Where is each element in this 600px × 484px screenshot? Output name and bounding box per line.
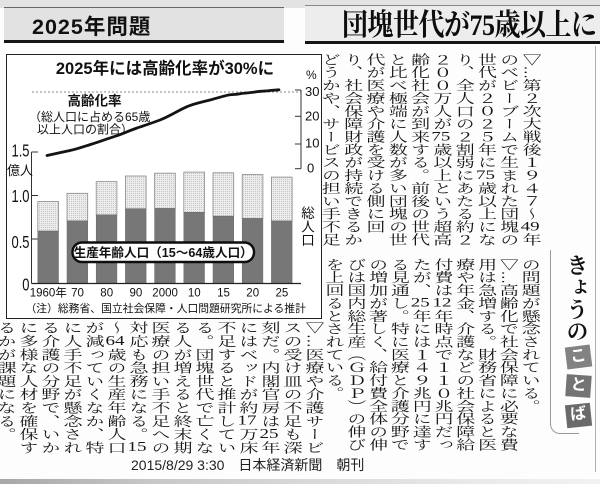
svg-text:（注）総務省、国立社会保障・人口問題研究所による推計: （注）総務省、国立社会保障・人口問題研究所による推計 <box>26 301 307 315</box>
svg-text:0.5: 0.5 <box>11 233 29 253</box>
svg-text:20: 20 <box>305 109 319 124</box>
svg-text:90: 90 <box>130 288 143 300</box>
svg-text:0: 0 <box>22 276 29 296</box>
svg-text:15: 15 <box>217 288 230 300</box>
svg-text:25: 25 <box>276 288 289 300</box>
svg-text:2025年には高齢化率が30%に: 2025年には高齢化率が30%に <box>56 58 274 78</box>
svg-text:30: 30 <box>305 84 319 99</box>
svg-text:高齢化率: 高齢化率 <box>68 93 122 109</box>
svg-text:総: 総 <box>301 206 315 221</box>
svg-text:0: 0 <box>307 161 314 176</box>
svg-text:生産年齢人口（15～64歳人口）: 生産年齢人口（15～64歳人口） <box>74 245 253 260</box>
svg-text:人: 人 <box>301 220 315 235</box>
svg-text:1.5: 1.5 <box>11 142 29 162</box>
svg-text:（総人口に占める65歳: （総人口に占める65歳 <box>29 109 150 124</box>
svg-text:%: % <box>306 68 317 82</box>
svg-text:80: 80 <box>100 288 113 300</box>
svg-text:70: 70 <box>71 288 84 300</box>
svg-text:20: 20 <box>246 288 259 300</box>
svg-text:10: 10 <box>188 288 201 300</box>
svg-text:1960年: 1960年 <box>30 286 67 300</box>
svg-text:口: 口 <box>301 233 315 248</box>
svg-text:億人: 億人 <box>7 163 33 178</box>
svg-text:1.0: 1.0 <box>11 187 29 207</box>
svg-text:以上人口の割合）: 以上人口の割合） <box>37 123 133 137</box>
svg-text:10: 10 <box>305 136 319 151</box>
svg-text:2000: 2000 <box>152 288 178 300</box>
